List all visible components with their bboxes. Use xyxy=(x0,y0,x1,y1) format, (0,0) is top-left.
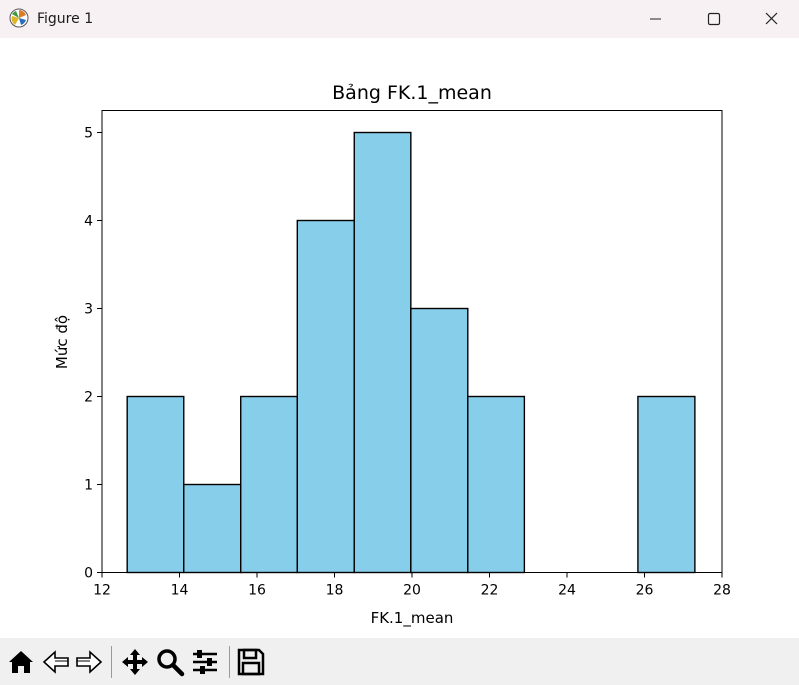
histogram-bar xyxy=(126,395,185,574)
y-tick-label: 1 xyxy=(84,478,93,494)
y-tick-label: 0 xyxy=(84,566,93,582)
x-tick-label: 14 xyxy=(171,583,189,599)
minimize-icon xyxy=(650,18,661,20)
save-button[interactable] xyxy=(236,647,266,677)
y-tick-label: 2 xyxy=(84,390,93,406)
maximize-icon xyxy=(707,12,721,26)
forward-button[interactable] xyxy=(74,647,104,677)
x-tick-label: 18 xyxy=(326,583,344,599)
y-tick-label: 3 xyxy=(84,302,93,318)
zoom-button[interactable] xyxy=(155,647,185,677)
minimize-button[interactable] xyxy=(627,0,685,38)
window-title: Figure 1 xyxy=(37,11,94,27)
x-tick-label: 22 xyxy=(481,583,499,599)
title-bar: Figure 1 xyxy=(0,0,799,38)
histogram-bar xyxy=(410,307,469,574)
y-axis-label: Mức độ xyxy=(53,315,71,369)
histogram-bar xyxy=(467,395,526,574)
forward-arrow-icon xyxy=(76,650,103,674)
close-icon xyxy=(765,12,778,25)
configure-subplots-button[interactable] xyxy=(190,647,220,677)
toolbar-separator xyxy=(229,646,230,678)
close-button[interactable] xyxy=(743,0,799,38)
x-axis-label: FK.1_mean xyxy=(371,609,454,628)
back-button[interactable] xyxy=(41,647,71,677)
home-icon xyxy=(9,651,33,673)
x-tick-label: 12 xyxy=(93,583,111,599)
maximize-button[interactable] xyxy=(685,0,743,38)
y-tick-label: 5 xyxy=(84,126,93,142)
toolbar-separator xyxy=(111,646,112,678)
histogram-bar xyxy=(353,131,412,574)
navigation-toolbar xyxy=(0,638,799,685)
chart-title: Bảng FK.1_mean xyxy=(332,82,492,104)
matplotlib-logo-icon xyxy=(9,8,29,28)
pan-button[interactable] xyxy=(120,647,150,677)
x-tick-label: 16 xyxy=(248,583,266,599)
x-tick-label: 28 xyxy=(713,583,731,599)
home-button[interactable] xyxy=(6,647,36,677)
zoom-icon xyxy=(157,649,185,677)
histogram-bar xyxy=(637,395,696,574)
back-arrow-icon xyxy=(42,650,69,674)
x-tick-label: 20 xyxy=(403,583,421,599)
x-tick-label: 24 xyxy=(558,583,576,599)
configure-subplots-icon xyxy=(193,650,217,674)
histogram-chart: Bảng FK.1_mean 12 14 16 18 20 22 24 26 28 012345… xyxy=(53,82,731,628)
pan-icon xyxy=(122,649,148,675)
histogram-bar xyxy=(296,219,355,574)
y-tick-label: 4 xyxy=(84,214,93,230)
histogram-bar xyxy=(183,483,242,574)
x-tick-label: 26 xyxy=(636,583,654,599)
save-icon xyxy=(237,648,265,676)
histogram-bar xyxy=(240,395,299,574)
